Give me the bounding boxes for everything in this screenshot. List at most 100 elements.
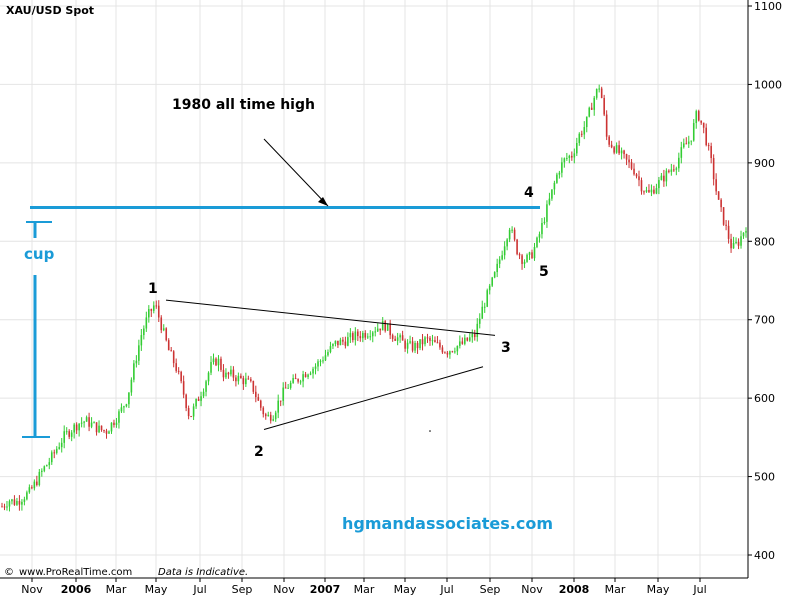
price-body [421,339,424,345]
price-body [55,448,58,453]
price-body [123,406,125,408]
price-body [287,387,289,389]
price-body [513,229,516,240]
chart-title: XAU/USD Spot [6,4,94,17]
price-body [11,499,13,502]
footer-disclaimer: Data is Indicative. [158,567,248,578]
price-body [145,317,148,329]
price-body [68,431,70,437]
price-body [157,305,160,318]
price-body [155,305,158,307]
price-body [257,397,260,401]
price-body [262,407,265,415]
price-body [521,255,523,264]
price-body [200,396,202,401]
price-body [404,340,406,349]
price-body [528,252,531,255]
price-body [279,400,282,402]
price-body [705,127,707,146]
price-body [511,229,513,231]
price-body [73,424,75,433]
price-body [247,378,250,380]
price-body [217,358,220,366]
price-body [103,430,105,432]
price-body [411,341,414,351]
price-body [212,358,215,363]
price-body [501,255,503,260]
price-body [18,500,21,505]
x-tick-label: Mar [106,583,127,596]
price-body [446,352,449,355]
ath-pointer-arrow [263,138,329,207]
annotations [22,138,540,438]
price-body [488,285,491,291]
y-tick-label: 400 [754,549,775,562]
price-body [531,252,533,259]
price-body [334,340,337,344]
price-body [650,189,653,193]
x-tick-label: Sep [232,583,253,596]
price-body [571,155,573,158]
price-body [172,351,175,364]
y-tick-label: 900 [754,157,775,170]
price-body [483,306,486,308]
price-body [108,431,110,434]
price-body [406,342,409,349]
price-body [21,501,23,505]
price-body [314,366,317,369]
price-body [165,328,168,341]
price-body [349,333,352,338]
price-body [386,323,389,331]
price-body [210,362,212,373]
x-tick-label: May [145,583,168,596]
price-body [13,499,16,505]
price-body [31,487,33,489]
price-body [125,404,128,407]
price-body [93,422,95,424]
annotation-point-1: 1 [148,281,158,297]
price-body [88,417,90,427]
price-body [454,351,456,353]
price-body [389,323,391,336]
price-body [289,382,292,388]
price-body [710,146,712,159]
price-body [245,378,247,385]
price-body [327,352,329,356]
price-body [95,422,98,433]
price-body [394,338,396,341]
annotation-point-3: 3 [501,340,511,356]
price-body [536,237,538,247]
watermark: hgmandassociates.com [342,514,553,533]
axes: Nov 2006 Mar May Jul Sep Nov 2007 Mar May Jul Sep No… [0,0,782,596]
price-body [715,179,717,192]
price-body [70,432,73,437]
price-body [148,309,150,318]
price-body [299,381,302,383]
x-tick-label: Nov [273,583,295,596]
price-body [690,140,693,142]
price-body [678,157,680,169]
price-body [162,328,165,331]
price-body [466,337,469,341]
price-body [600,88,603,98]
price-body [294,378,297,380]
price-body [282,387,284,401]
price-body [274,412,277,420]
price-body [235,377,237,382]
price-body [551,189,553,199]
price-body [344,341,347,346]
price-body [687,141,690,144]
price-body [319,360,322,362]
price-body [75,424,78,431]
price-body [618,145,620,154]
price-body [712,158,715,180]
triangle-upper-line [165,299,496,336]
price-body [593,97,596,110]
price-body [180,371,182,382]
price-body [568,155,571,158]
x-tick-label: May [394,583,417,596]
price-body [237,375,240,382]
price-body [697,111,700,121]
price-body [441,347,444,353]
price-body [635,174,638,177]
